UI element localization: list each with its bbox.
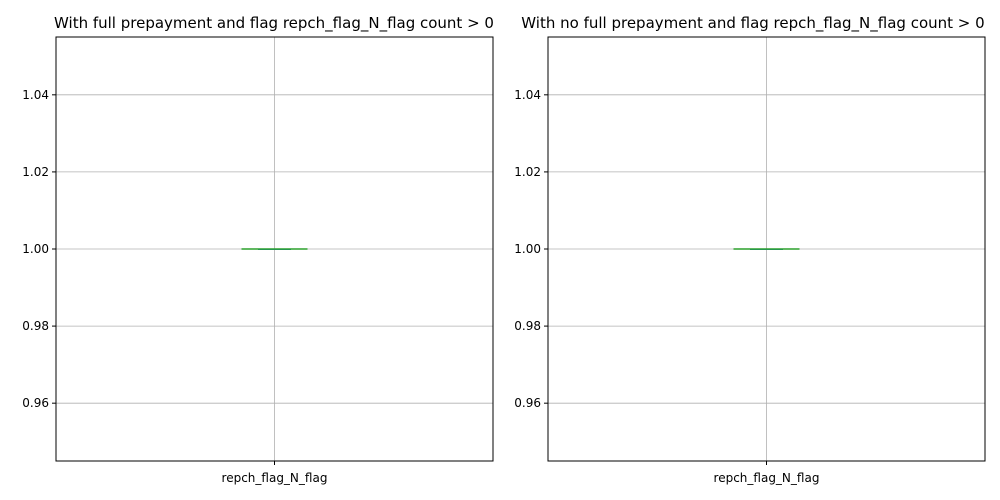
y-tick-label: 0.96 xyxy=(514,396,541,410)
y-tick-label: 0.96 xyxy=(22,396,49,410)
chart-title: With full prepayment and flag repch_flag… xyxy=(54,14,494,33)
y-tick-label: 1.00 xyxy=(514,242,541,256)
y-tick-label: 0.98 xyxy=(22,319,49,333)
x-tick-label: repch_flag_N_flag xyxy=(222,471,328,485)
y-tick-label: 1.04 xyxy=(514,88,541,102)
chart-panel-1: 0.96 0.98 1.00 1.02 1.04 repch_flag_N_flag Wit… xyxy=(22,14,494,485)
chart-title: With no full prepayment and flag repch_f… xyxy=(521,14,984,33)
y-tick-label: 1.02 xyxy=(22,165,49,179)
y-tick-label: 0.98 xyxy=(514,319,541,333)
chart-panel-2: 0.96 0.98 1.00 1.02 1.04 repch_flag_N_flag Wit… xyxy=(514,14,986,485)
y-tick-label: 1.00 xyxy=(22,242,49,256)
y-tick-label: 1.04 xyxy=(22,88,49,102)
x-tick-label: repch_flag_N_flag xyxy=(714,471,820,485)
y-tick-label: 1.02 xyxy=(514,165,541,179)
